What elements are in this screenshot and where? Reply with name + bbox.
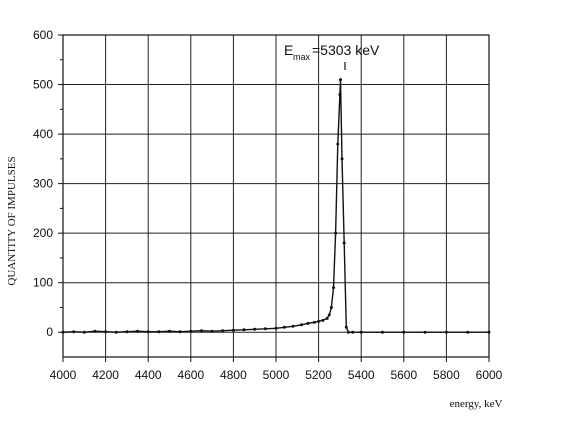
- data-point: [317, 319, 321, 323]
- data-point: [221, 329, 225, 333]
- axis-ticks: 4000 4200 4400 4600 4800 5000 5200 5400 5600 5800…: [33, 28, 503, 382]
- data-point: [93, 329, 97, 333]
- y-tick-label: 600: [33, 28, 53, 42]
- data-point: [291, 324, 295, 328]
- data-point: [327, 313, 331, 317]
- y-tick-label: 400: [33, 127, 53, 141]
- data-point: [300, 323, 304, 327]
- data-point: [72, 330, 76, 334]
- data-point: [312, 320, 316, 324]
- data-point: [340, 157, 344, 161]
- x-tick-label: 4400: [135, 368, 162, 382]
- data-point: [381, 330, 384, 334]
- data-point: [253, 327, 257, 331]
- data-point: [332, 286, 336, 290]
- data-point: [487, 330, 491, 334]
- data-point: [82, 330, 86, 334]
- y-tick-label: 500: [33, 78, 53, 92]
- data-point: [338, 92, 342, 96]
- data-point: [210, 329, 214, 333]
- data-point: [346, 330, 350, 334]
- x-tick-label: 4200: [92, 368, 119, 382]
- peak-annotation: E max =5303 keV: [284, 42, 380, 70]
- data-point: [423, 330, 427, 334]
- data-point: [125, 330, 129, 334]
- x-tick-label: 5200: [305, 368, 332, 382]
- x-tick-label: 5800: [433, 368, 460, 382]
- data-point: [136, 329, 140, 333]
- data-point: [242, 328, 246, 332]
- x-tick-label: 6000: [476, 368, 503, 382]
- data-point: [146, 330, 150, 334]
- data-point: [189, 329, 193, 333]
- data-point: [263, 327, 267, 331]
- x-tick-label: 4800: [220, 368, 247, 382]
- data-point: [342, 241, 346, 245]
- data-point: [351, 330, 355, 334]
- data-series: [61, 78, 491, 334]
- data-point: [402, 330, 406, 334]
- data-point: [199, 329, 203, 333]
- data-point: [339, 78, 343, 82]
- x-tick-label: 5600: [390, 368, 417, 382]
- data-point: [329, 305, 333, 309]
- y-tick-label: 0: [46, 325, 53, 339]
- data-point: [114, 330, 118, 334]
- y-tick-label: 300: [33, 177, 53, 191]
- data-point: [61, 330, 65, 334]
- data-point: [104, 330, 108, 334]
- annotation-value: =5303 keV: [312, 42, 380, 58]
- x-tick-label: 4600: [177, 368, 204, 382]
- data-point: [274, 326, 278, 330]
- data-point: [325, 316, 329, 320]
- data-point: [168, 329, 171, 333]
- y-tick-label: 200: [33, 226, 53, 240]
- data-point: [334, 231, 338, 235]
- y-tick-label: 100: [33, 276, 53, 290]
- y-axis-label: QUANTITY OF IMPULSES: [6, 156, 18, 285]
- annotation-main: E: [284, 42, 293, 58]
- data-point: [231, 328, 235, 332]
- x-tick-label: 5000: [263, 368, 290, 382]
- x-tick-label: 4000: [50, 368, 77, 382]
- data-point: [344, 325, 348, 329]
- data-point: [283, 325, 287, 329]
- x-axis-label: energy, keV: [450, 398, 503, 410]
- data-point: [157, 330, 161, 334]
- x-tick-label: 5400: [348, 368, 375, 382]
- data-point: [306, 321, 310, 325]
- data-point: [178, 330, 182, 334]
- data-point: [466, 330, 470, 334]
- data-point: [444, 330, 448, 334]
- data-point: [321, 318, 325, 322]
- data-point: [359, 330, 363, 334]
- data-point: [336, 142, 340, 146]
- annotation-subscript: max: [293, 52, 311, 62]
